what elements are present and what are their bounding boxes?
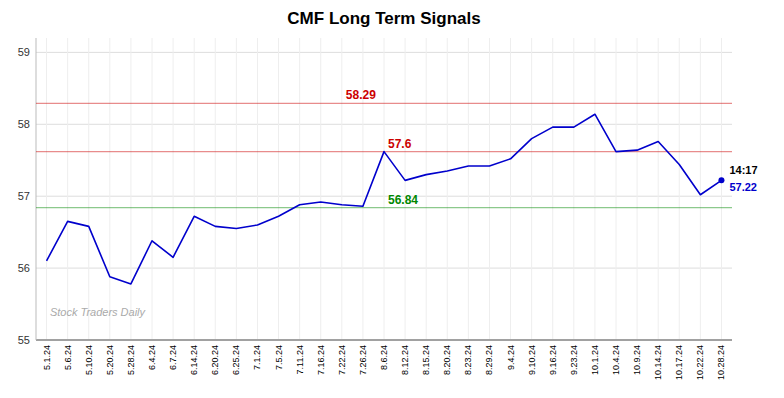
end-marker [718, 177, 724, 183]
grid-line-x [236, 38, 237, 340]
grid-line-x [299, 38, 300, 340]
grid-line-x [278, 38, 279, 340]
x-tick-label: 5.6.24 [63, 345, 73, 370]
y-tick-label: 55 [18, 334, 30, 346]
x-tick-label: 5.10.24 [84, 345, 94, 375]
reference-label: 58.29 [346, 88, 376, 102]
x-tick-label: 5.20.24 [105, 345, 115, 375]
grid-line-x [215, 38, 216, 340]
x-tick-label: 8.29.24 [484, 345, 494, 375]
grid-line-x [257, 38, 258, 340]
x-tick-label: 7.11.24 [295, 345, 305, 374]
grid-line-x [700, 38, 701, 340]
grid-line-x [510, 38, 511, 340]
chart: 55 56 57 58 59 5.1.24 5.6.24 5.10.24 5.20.24 5.28… [0, 0, 784, 398]
x-tick-label: 5.28.24 [126, 345, 136, 375]
y-axis [36, 38, 37, 340]
grid-line-x [341, 38, 342, 340]
reference-line [36, 103, 732, 104]
x-axis [36, 339, 732, 340]
grid-line-x [637, 38, 638, 340]
x-tick-label: 8.15.24 [421, 345, 431, 375]
reference-line [36, 207, 732, 208]
grid-line-x [320, 38, 321, 340]
title: CMF Long Term Signals [287, 9, 480, 28]
x-tick-label: 7.16.24 [316, 345, 326, 375]
reference-label: 57.6 [388, 137, 412, 151]
y-tick-label: 58 [18, 118, 30, 130]
y-tick-label: 57 [18, 190, 30, 202]
reference-label: 56.84 [388, 193, 418, 207]
x-tick-label: 7.26.24 [358, 345, 368, 375]
x-tick-label: 7.1.24 [252, 345, 262, 370]
grid-line-x [489, 38, 490, 340]
grid-line-x [552, 38, 553, 340]
x-tick-label: 9.10.24 [527, 345, 537, 375]
grid-line-y [36, 340, 732, 341]
x-tick-label: 8.12.24 [400, 345, 410, 375]
grid-line-x [468, 38, 469, 340]
grid-line-x [67, 38, 68, 340]
grid-line-x [194, 38, 195, 340]
x-tick-label: 8.20.24 [442, 345, 452, 375]
x-tick-label: 6.20.24 [210, 345, 220, 375]
grid-line-x [531, 38, 532, 340]
x-tick-label: 7.5.24 [274, 345, 284, 370]
grid-line-x [447, 38, 448, 340]
grid-line-x [46, 38, 47, 340]
grid-line-x [594, 38, 595, 340]
x-tick-label: 9.4.24 [506, 345, 516, 370]
x-tick-label: 9.23.24 [569, 345, 579, 375]
grid-line-x [426, 38, 427, 340]
x-tick-label: 6.14.24 [189, 345, 199, 375]
line [47, 114, 722, 284]
background [0, 0, 784, 398]
y-tick-label: 56 [18, 262, 30, 274]
x-tick-label: 10.1.24 [590, 345, 600, 375]
x-tick-label: 8.6.24 [379, 345, 389, 370]
x-tick-label: 6.25.24 [231, 345, 241, 375]
x-tick-label: 6.7.24 [168, 345, 178, 370]
grid-line-x [721, 38, 722, 340]
x-tick-label: 10.28.24 [716, 345, 726, 380]
grid [36, 38, 732, 340]
x-tick-label: 6.4.24 [147, 345, 157, 370]
grid-line-x [152, 38, 153, 340]
x-tick-label: 9.16.24 [548, 345, 558, 375]
x-tick-label: 8.23.24 [463, 345, 473, 375]
grid-line-x [362, 38, 363, 340]
grid-line-x [405, 38, 406, 340]
grid-line-x [130, 38, 131, 340]
x-tick-label: 10.14.24 [653, 345, 663, 380]
watermark: Stock Traders Daily [50, 306, 147, 318]
grid-line-x [658, 38, 659, 340]
grid-line-x [573, 38, 574, 340]
plot-area [36, 103, 732, 283]
grid-line-x [88, 38, 89, 340]
x-tick-label: 10.4.24 [611, 345, 621, 375]
grid-line-x [173, 38, 174, 340]
annotation: 14:17 [729, 164, 757, 176]
grid-line-x [679, 38, 680, 340]
annotation: 57.22 [729, 181, 757, 193]
x-tick-label: 10.17.24 [674, 345, 684, 380]
x-tick-label: 10.22.24 [695, 345, 705, 380]
grid-line-x [109, 38, 110, 340]
y-tick-label: 59 [18, 46, 30, 58]
grid-line-x [384, 38, 385, 340]
x-tick-label: 10.9.24 [632, 345, 642, 375]
grid-line-x [616, 38, 617, 340]
x-tick-label: 5.1.24 [42, 345, 52, 370]
x-tick-label: 7.22.24 [337, 345, 347, 375]
